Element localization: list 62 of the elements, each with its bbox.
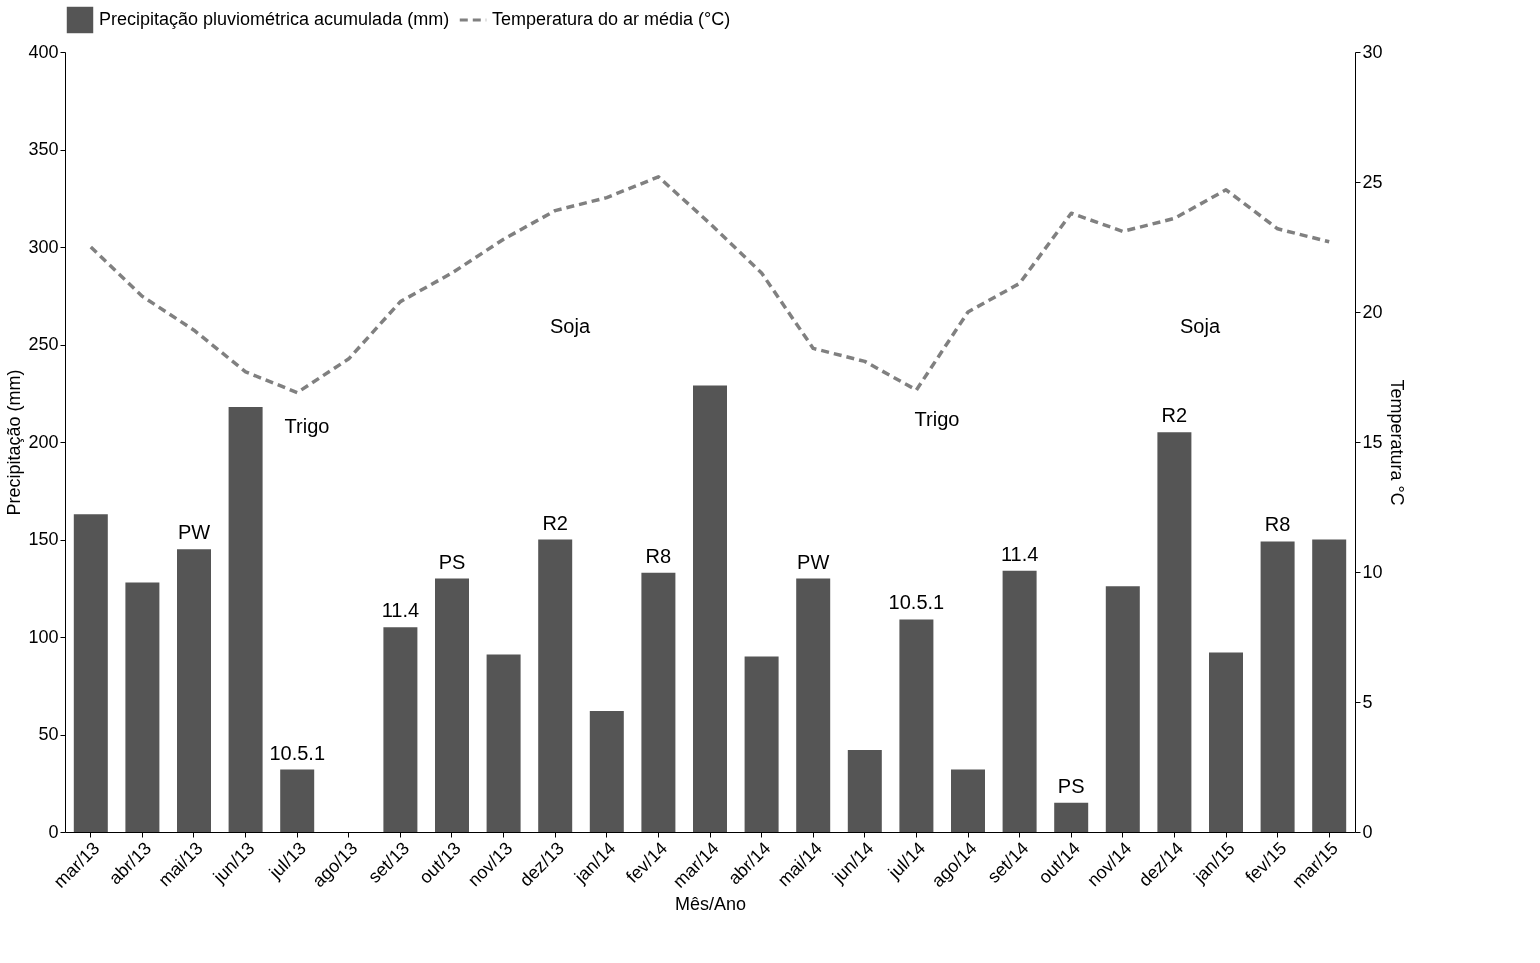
bar: [435, 578, 469, 832]
y-tick-label: 400: [28, 41, 59, 62]
bar: [486, 654, 521, 832]
annotation: 11.4: [381, 599, 420, 622]
annotation: Trigo: [914, 408, 960, 430]
bar: [744, 656, 779, 832]
bar: [641, 572, 676, 832]
bar: [1002, 570, 1037, 832]
y-tick-label: 200: [28, 431, 59, 452]
y2-tick-label: 5: [1362, 691, 1373, 712]
bar: [383, 627, 418, 832]
annotation: 11.4: [1000, 542, 1039, 565]
y-axis-title: Precipitação (mm): [4, 369, 25, 516]
y-tick-label: 150: [28, 529, 59, 549]
annotation: R2: [1161, 404, 1188, 427]
y2-tick-label: 10: [1362, 561, 1383, 582]
bar: [589, 711, 624, 832]
y-tick-label: 350: [28, 139, 59, 159]
bar: [228, 406, 263, 832]
bar: [177, 549, 211, 832]
x-axis-title: Mês/Ano: [674, 893, 747, 914]
bar: [899, 619, 934, 832]
y2-tick-label: 30: [1362, 41, 1383, 62]
annotation: R8: [645, 544, 672, 567]
annotation: R2: [542, 511, 568, 534]
y2-axis-title: Temperatura °C: [1386, 379, 1407, 506]
bar: [847, 750, 882, 832]
legend-label: Temperatura do ar média (°C): [492, 9, 731, 29]
bar: [796, 578, 831, 832]
bar: [1054, 802, 1089, 832]
bar: [1209, 652, 1243, 832]
bar: [693, 385, 727, 832]
annotation: Trigo: [284, 415, 330, 437]
annotation: Soja: [549, 315, 591, 337]
y2-tick-label: 25: [1362, 171, 1383, 192]
bar: [1157, 432, 1192, 832]
legend-label: Precipitação pluviométrica acumulada (mm): [99, 9, 450, 29]
annotation: PW: [177, 521, 211, 544]
y-tick-label: 0: [48, 821, 59, 842]
bar: [1312, 539, 1347, 832]
bar: [125, 582, 160, 832]
annotation: PW: [797, 550, 830, 573]
y2-tick-label: 0: [1362, 821, 1373, 842]
y2-tick-label: 15: [1362, 431, 1383, 452]
annotation: R8: [1264, 513, 1291, 536]
y-tick-label: 300: [28, 236, 59, 257]
annotation: 10.5.1: [888, 591, 945, 614]
y-tick-label: 50: [38, 724, 59, 744]
bar: [951, 769, 985, 832]
y-tick-label: 100: [28, 626, 59, 647]
annotation: PS: [1057, 774, 1085, 797]
bar: [1105, 586, 1140, 832]
bar: [280, 769, 315, 832]
annotation: PS: [438, 550, 466, 573]
annotation: Soja: [1179, 315, 1221, 337]
bar: [538, 539, 573, 832]
y-tick-label: 250: [28, 334, 59, 354]
line-series: [89, 175, 1331, 395]
bar: [1260, 541, 1295, 832]
annotation: 10.5.1: [269, 741, 325, 764]
y2-tick-label: 20: [1362, 301, 1383, 322]
bar: [73, 514, 108, 832]
